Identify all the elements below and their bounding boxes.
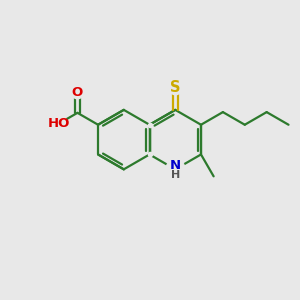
Text: O: O [72, 85, 83, 98]
Text: HO: HO [48, 117, 70, 130]
Text: N: N [170, 159, 181, 172]
Text: S: S [170, 80, 181, 95]
Text: H: H [171, 170, 180, 180]
